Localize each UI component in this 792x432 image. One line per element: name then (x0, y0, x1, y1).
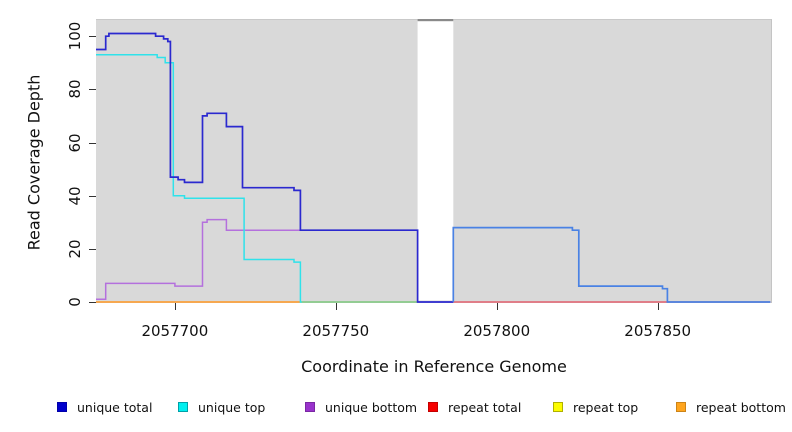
y-tick (89, 302, 96, 303)
y-tick (89, 195, 96, 197)
x-tick (657, 303, 659, 310)
legend-item: repeat total (428, 398, 521, 416)
legend-item: repeat top (553, 398, 638, 416)
y-tick-label: 40 (66, 186, 84, 206)
x-tick (496, 303, 498, 310)
y-tick-label: 20 (66, 239, 84, 259)
coverage-step-plot (96, 19, 771, 303)
y-tick-label: 60 (66, 132, 84, 153)
legend: unique total unique top unique bottom repea… (0, 398, 792, 420)
legend-item: repeat bottom (676, 398, 786, 416)
y-axis-title: Read Coverage Depth (24, 74, 44, 251)
y-tick-label: 0 (66, 297, 84, 307)
y-tick (89, 36, 96, 38)
legend-label: repeat total (448, 399, 522, 415)
x-tick-label: 2057800 (463, 322, 531, 340)
x-axis-title: Coordinate in Reference Genome (301, 357, 567, 376)
x-tick-label: 2057750 (302, 322, 370, 340)
legend-label: unique top (198, 399, 266, 415)
legend-item: unique top (178, 398, 265, 416)
gap-top-cap (417, 19, 454, 22)
legend-swatch-icon (553, 402, 563, 412)
y-tick-label: 100 (66, 21, 84, 51)
y-tick (89, 89, 96, 91)
series-unique-total (96, 32, 454, 303)
legend-label: repeat top (573, 399, 639, 415)
legend-swatch-icon (676, 402, 686, 412)
series-unique-total-after-gap- (452, 226, 771, 303)
legend-label: unique bottom (325, 399, 418, 415)
y-tick (89, 248, 96, 250)
series-unique-bottom (96, 218, 418, 301)
legend-label: repeat bottom (696, 399, 786, 415)
legend-item: unique bottom (305, 398, 417, 416)
y-tick (89, 142, 96, 144)
legend-label: unique total (77, 399, 153, 415)
x-tick-label: 2057850 (624, 322, 692, 340)
series-unique-top (96, 54, 302, 303)
legend-swatch-icon (178, 402, 188, 412)
legend-swatch-icon (57, 402, 67, 412)
legend-item: unique total (57, 398, 152, 416)
x-tick (335, 303, 337, 310)
no-data-gap (417, 19, 454, 301)
x-tick (174, 303, 176, 310)
legend-swatch-icon (305, 402, 315, 412)
y-tick-label: 80 (66, 79, 84, 99)
legend-swatch-icon (428, 402, 438, 412)
x-tick-label: 2057700 (141, 322, 209, 340)
